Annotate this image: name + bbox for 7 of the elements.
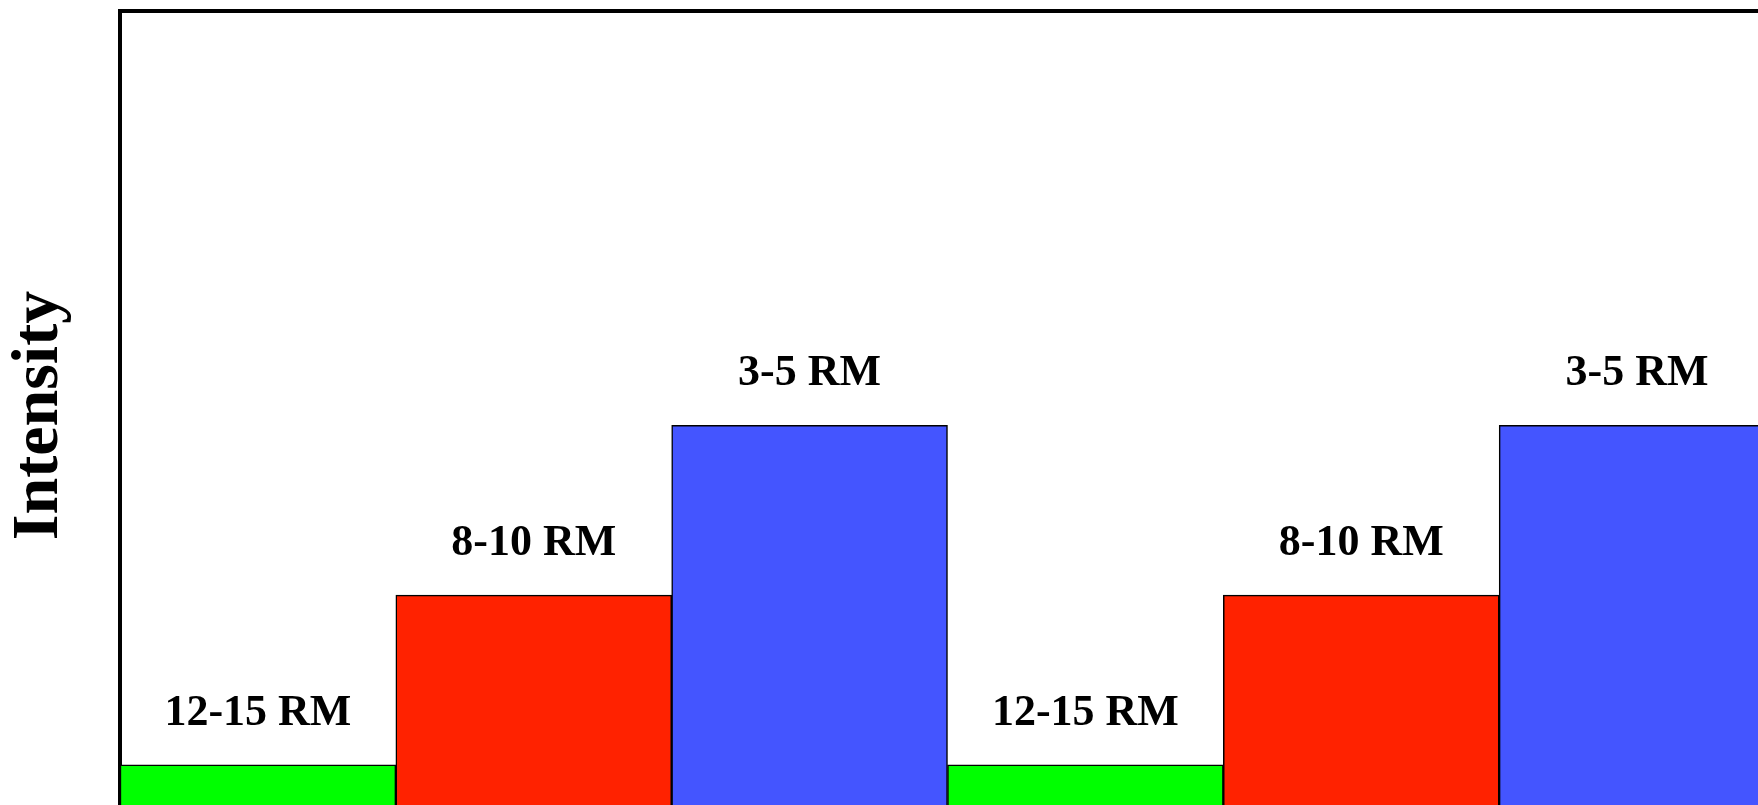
x-tick-label: 12-15 RM — [991, 685, 1179, 735]
x-tick-label: 3-5 RM — [1565, 346, 1709, 396]
x-tick-label: 8-10 RM — [451, 516, 617, 566]
y-axis-title: Intensity — [0, 290, 71, 541]
x-tick-label: 3-5 RM — [738, 346, 882, 396]
x-tick-label: 8-10 RM — [1278, 516, 1444, 566]
x-tick-label: 12-15 RM — [164, 685, 352, 735]
